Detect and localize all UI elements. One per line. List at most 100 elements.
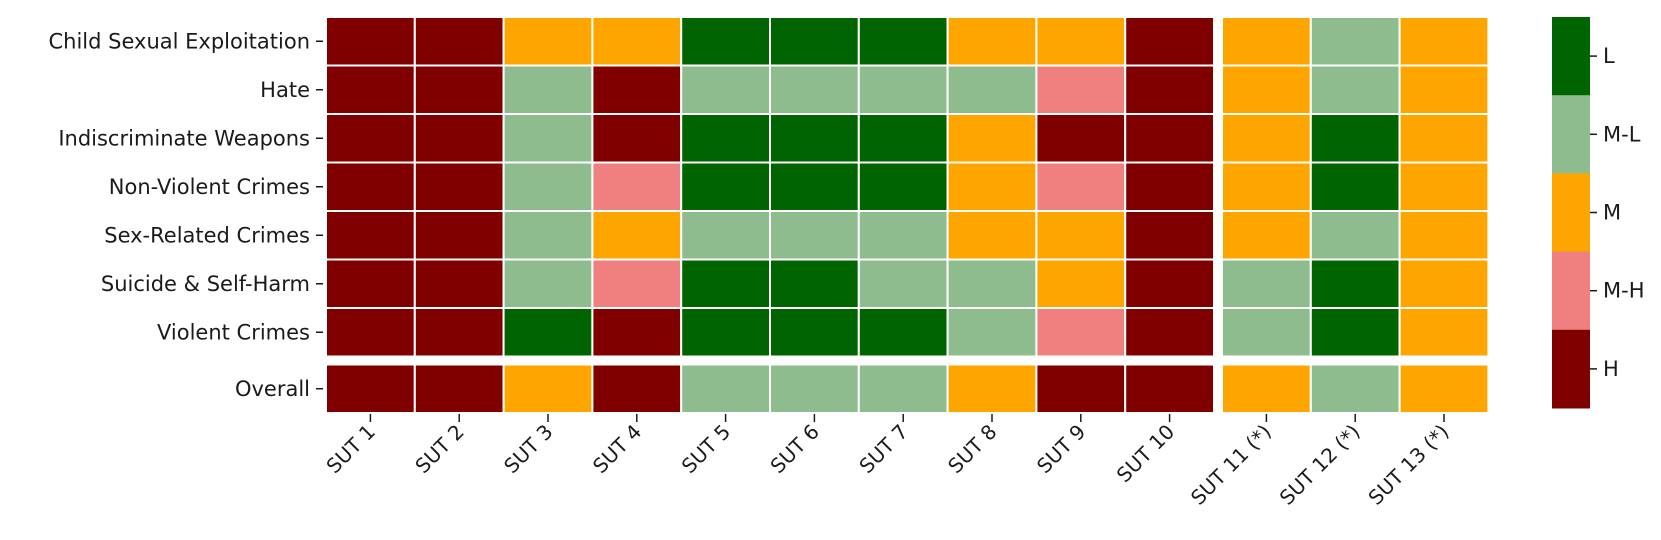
- heatmap-cell: [1221, 307, 1312, 358]
- heatmap-cell: [325, 210, 416, 261]
- heatmap-cell: [769, 64, 860, 115]
- heatmap-cell: [413, 258, 505, 309]
- heatmap-cell: [325, 113, 416, 164]
- heatmap-cell: [680, 64, 772, 115]
- heatmap-cell: [591, 210, 683, 261]
- heatmap-cell: [1398, 161, 1490, 212]
- heatmap-cell: [1309, 113, 1401, 164]
- heatmap-cell: [1035, 64, 1127, 115]
- heatmap-cell: [769, 258, 860, 309]
- column-labels: SUT 1 SUT 2 SUT 3 SUT 4 SUT 5 SUT 6 SUT 7 SUT 8…: [321, 414, 1454, 510]
- colorbar-label: M-H: [1603, 279, 1645, 303]
- heatmap-cell: [1398, 64, 1490, 115]
- heatmap-cell: [325, 161, 416, 212]
- heatmap-cell: [413, 210, 505, 261]
- heatmap-cell: [769, 16, 860, 67]
- heatmap-cell: [680, 16, 772, 67]
- heatmap-cell: [1035, 307, 1127, 358]
- heatmap-cell: [1398, 113, 1490, 164]
- heatmap-cell: [769, 363, 860, 414]
- heatmap-cell: [1309, 210, 1401, 261]
- heatmap-cell: [857, 113, 949, 164]
- column-label: SUT 6: [765, 420, 823, 478]
- colorbar-segment: [1552, 17, 1590, 96]
- heatmap-cell: [1124, 113, 1215, 164]
- colorbar-segment: [1552, 251, 1590, 331]
- heatmap-cell: [946, 258, 1038, 309]
- row-label: Child Sexual Exploitation: [48, 29, 310, 53]
- heatmap-cells: [325, 16, 1490, 414]
- heatmap-cell: [502, 258, 594, 309]
- heatmap-cell: [1309, 64, 1401, 115]
- heatmap-cell: [502, 363, 594, 414]
- colorbar-segment: [1552, 329, 1590, 409]
- heatmap-cell: [502, 64, 594, 115]
- heatmap-cell: [1035, 363, 1127, 414]
- heatmap-cell: [946, 113, 1038, 164]
- heatmap-cell: [413, 161, 505, 212]
- heatmap-cell: [591, 307, 683, 358]
- heatmap-cell: [591, 16, 683, 67]
- heatmap-cell: [325, 258, 416, 309]
- colorbar-label: M-L: [1603, 122, 1641, 146]
- heatmap-cell: [325, 307, 416, 358]
- heatmap-cell: [1398, 210, 1490, 261]
- heatmap-cell: [1221, 113, 1312, 164]
- column-label: SUT 9: [1032, 420, 1090, 478]
- heatmap-cell: [1035, 258, 1127, 309]
- column-label: SUT 11 (*): [1186, 420, 1276, 510]
- heatmap-cell: [591, 363, 683, 414]
- row-label: Suicide & Self-Harm: [101, 272, 310, 296]
- heatmap-cell: [325, 64, 416, 115]
- heatmap-cell: [413, 64, 505, 115]
- colorbar-segment: [1552, 173, 1590, 253]
- colorbar-segment: [1552, 95, 1590, 174]
- heatmap-cell: [857, 258, 949, 309]
- heatmap-cell: [1124, 258, 1215, 309]
- heatmap-cell: [591, 64, 683, 115]
- heatmap-cell: [502, 307, 594, 358]
- heatmap-cell: [680, 161, 772, 212]
- heatmap-cell: [680, 307, 772, 358]
- heatmap-cell: [413, 113, 505, 164]
- column-label: SUT 10: [1112, 420, 1179, 487]
- heatmap-cell: [1309, 258, 1401, 309]
- column-label: SUT 7: [854, 420, 912, 478]
- column-label: SUT 4: [588, 420, 646, 478]
- heatmap-cell: [857, 363, 949, 414]
- heatmap-cell: [502, 210, 594, 261]
- heatmap-cell: [946, 64, 1038, 115]
- column-label: SUT 5: [677, 420, 735, 478]
- heatmap-cell: [1309, 161, 1401, 212]
- heatmap-cell: [1124, 210, 1215, 261]
- heatmap-cell: [857, 307, 949, 358]
- column-label: SUT 3: [499, 420, 557, 478]
- heatmap-cell: [325, 16, 416, 67]
- row-label: Overall: [235, 377, 310, 401]
- row-label: Indiscriminate Weapons: [58, 126, 310, 150]
- heatmap-cell: [413, 363, 505, 414]
- heatmap-cell: [1221, 210, 1312, 261]
- heatmap-cell: [1035, 113, 1127, 164]
- row-label: Hate: [260, 78, 310, 102]
- heatmap-cell: [1124, 64, 1215, 115]
- heatmap-cell: [857, 210, 949, 261]
- row-label: Non-Violent Crimes: [109, 175, 310, 199]
- heatmap-cell: [1309, 16, 1401, 67]
- column-label: SUT 13 (*): [1364, 420, 1454, 510]
- column-label: SUT 12 (*): [1275, 420, 1365, 510]
- heatmap-cell: [591, 113, 683, 164]
- heatmap-cell: [1398, 16, 1490, 67]
- heatmap-cell: [1221, 258, 1312, 309]
- heatmap-cell: [1221, 16, 1312, 67]
- heatmap-cell: [1124, 307, 1215, 358]
- colorbar-label: L: [1603, 44, 1615, 68]
- heatmap-cell: [946, 161, 1038, 212]
- heatmap-cell: [680, 210, 772, 261]
- heatmap-cell: [1035, 210, 1127, 261]
- heatmap-cell: [857, 161, 949, 212]
- heatmap-cell: [680, 113, 772, 164]
- heatmap-cell: [1398, 258, 1490, 309]
- row-label: Sex-Related Crimes: [104, 223, 310, 247]
